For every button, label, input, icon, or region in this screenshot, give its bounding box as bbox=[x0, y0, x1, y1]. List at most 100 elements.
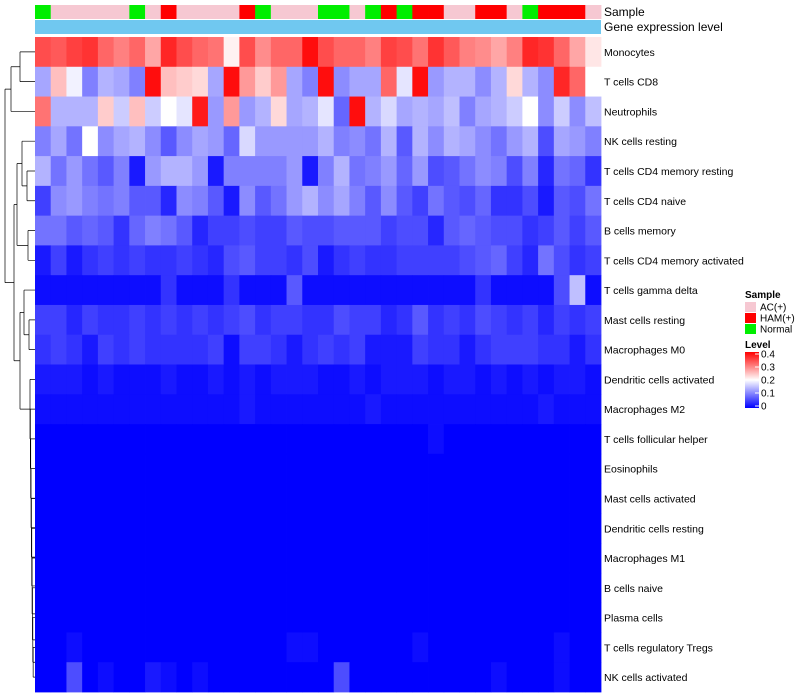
heatmap-cell bbox=[192, 602, 209, 633]
legend-sample-label: AC(+) bbox=[760, 303, 786, 314]
heatmap-cell bbox=[82, 602, 99, 633]
heatmap-cell bbox=[585, 394, 602, 425]
heatmap-cell bbox=[349, 602, 366, 633]
heatmap-cell bbox=[302, 126, 319, 157]
heatmap-cell bbox=[255, 364, 272, 395]
sample-annotation-cell bbox=[585, 5, 602, 19]
sample-annotation-cell bbox=[412, 5, 429, 19]
heatmap-cell bbox=[475, 96, 492, 127]
heatmap-cell bbox=[113, 483, 130, 514]
heatmap-cell bbox=[97, 662, 115, 693]
heatmap-cell bbox=[380, 96, 398, 127]
heatmap-cell bbox=[97, 66, 115, 97]
sample-annotation-cell bbox=[50, 5, 67, 19]
heatmap-cell bbox=[223, 66, 240, 97]
heatmap-cell bbox=[270, 394, 287, 425]
heatmap-cell bbox=[490, 185, 508, 217]
heatmap-cell bbox=[50, 662, 67, 693]
heatmap-cell bbox=[255, 602, 272, 633]
heatmap-cell bbox=[50, 37, 67, 68]
heatmap-cell bbox=[255, 126, 272, 157]
row-label: Dendritic cells activated bbox=[604, 374, 714, 386]
heatmap-cell bbox=[255, 394, 272, 425]
heatmap-cell bbox=[145, 215, 162, 246]
heatmap-cell bbox=[490, 483, 508, 514]
heatmap-cell bbox=[585, 304, 602, 336]
heatmap-cell bbox=[459, 304, 476, 336]
heatmap-cell bbox=[506, 572, 523, 604]
heatmap-cell bbox=[192, 483, 209, 514]
sample-annotation-cell bbox=[553, 5, 570, 19]
heatmap-cell bbox=[349, 662, 366, 693]
heatmap-cell bbox=[35, 245, 52, 276]
heatmap-cell bbox=[443, 96, 460, 127]
heatmap-cell bbox=[412, 543, 429, 574]
heatmap-cell bbox=[97, 334, 115, 365]
heatmap-cell bbox=[333, 572, 350, 604]
heatmap-cell bbox=[192, 156, 209, 187]
heatmap-cell bbox=[66, 37, 83, 68]
heatmap-cell bbox=[286, 96, 303, 127]
heatmap-cell bbox=[428, 96, 445, 127]
heatmap-cell bbox=[475, 513, 492, 544]
legend-level-ticks: 0.4 0.3 0.2 0.1 0 bbox=[755, 350, 775, 413]
heatmap-cell bbox=[459, 96, 476, 127]
row-label: Macrophages M1 bbox=[604, 553, 685, 565]
heatmap-cell bbox=[459, 453, 476, 484]
heatmap-cell bbox=[396, 215, 413, 246]
heatmap-cell bbox=[129, 215, 146, 246]
heatmap-cell bbox=[333, 185, 350, 217]
heatmap-cell bbox=[490, 602, 508, 633]
heatmap-cell bbox=[318, 513, 335, 544]
heatmap-cell bbox=[396, 543, 413, 574]
heatmap-cell bbox=[145, 37, 162, 68]
heatmap-cell bbox=[428, 572, 445, 604]
heatmap-cell bbox=[428, 215, 445, 246]
heatmap-cell bbox=[113, 394, 130, 425]
heatmap-cell bbox=[66, 304, 83, 336]
heatmap-cell bbox=[50, 453, 67, 484]
heatmap-cell bbox=[396, 245, 413, 276]
legend-sample-entries: AC(+)HAM(+)Normal bbox=[745, 302, 795, 336]
heatmap-cell bbox=[270, 424, 287, 455]
sample-annotation-cell bbox=[538, 5, 555, 19]
heatmap-cell bbox=[569, 245, 586, 276]
heatmap-cell bbox=[302, 275, 319, 306]
heatmap-cell bbox=[66, 245, 83, 276]
heatmap-cell bbox=[50, 632, 67, 663]
heatmap-cell bbox=[349, 126, 366, 157]
heatmap-cell bbox=[97, 424, 115, 455]
heatmap-cell bbox=[66, 453, 83, 484]
heatmap-cell bbox=[443, 215, 460, 246]
heatmap-cell bbox=[176, 543, 193, 574]
sample-annotation-cell bbox=[113, 5, 130, 19]
heatmap-cell bbox=[349, 156, 366, 187]
heatmap-cell bbox=[585, 334, 602, 365]
heatmap-cell bbox=[475, 483, 492, 514]
heatmap-cell bbox=[475, 215, 492, 246]
heatmap-cell bbox=[302, 424, 319, 455]
heatmap-cell bbox=[286, 513, 303, 544]
heatmap-cell bbox=[412, 572, 429, 604]
heatmap-cell bbox=[380, 156, 398, 187]
heatmap-cell bbox=[380, 126, 398, 157]
heatmap-cell bbox=[428, 453, 445, 484]
heatmap-cell bbox=[349, 334, 366, 365]
heatmap-cell bbox=[569, 156, 586, 187]
heatmap-cell bbox=[522, 245, 539, 276]
heatmap-cell bbox=[318, 156, 335, 187]
heatmap-cell bbox=[475, 572, 492, 604]
heatmap-cell bbox=[522, 37, 539, 68]
heatmap-cell bbox=[192, 543, 209, 574]
heatmap-cell bbox=[380, 185, 398, 217]
heatmap-cell bbox=[97, 632, 115, 663]
heatmap-cell bbox=[538, 394, 555, 425]
heatmap-cell bbox=[428, 334, 445, 365]
heatmap-cell bbox=[302, 96, 319, 127]
heatmap-cell bbox=[113, 66, 130, 97]
row-label: Mast cells activated bbox=[604, 493, 696, 505]
heatmap-cell bbox=[475, 37, 492, 68]
heatmap-cell bbox=[97, 156, 115, 187]
heatmap-cell bbox=[522, 424, 539, 455]
